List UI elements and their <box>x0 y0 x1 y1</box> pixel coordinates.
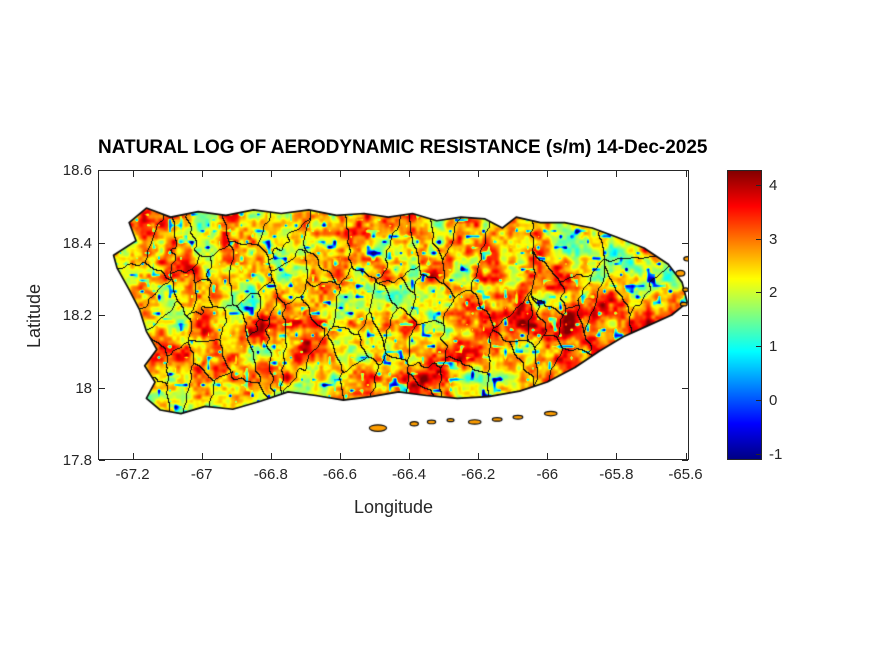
y-tick-label: 18.4 <box>62 234 92 252</box>
x-tick-label: -65.8 <box>599 466 634 483</box>
y-tick-mark <box>99 315 105 316</box>
chart-title: NATURAL LOG OF AERODYNAMIC RESISTANCE (s… <box>98 137 708 158</box>
x-tick-label: -65.6 <box>668 466 703 483</box>
y-tick-mark-right <box>682 460 688 461</box>
x-tick-mark-top <box>270 171 272 177</box>
x-tick-mark <box>339 453 341 459</box>
x-tick-mark <box>478 453 480 459</box>
puerto-rico-heatmap-canvas <box>98 170 689 460</box>
colorbar-tick-mark <box>756 453 761 455</box>
x-tick-label: -67.2 <box>115 466 150 483</box>
y-tick-label: 17.8 <box>62 452 92 469</box>
x-tick-mark <box>685 453 687 459</box>
x-tick-mark <box>616 453 618 459</box>
x-tick-label: -66.6 <box>322 466 358 483</box>
colorbar-tick-label: 4 <box>769 177 778 195</box>
x-tick-label: -66.4 <box>391 466 427 483</box>
y-tick-mark-right <box>682 242 688 244</box>
colorbar-tick-label: -1 <box>769 445 783 463</box>
x-tick-mark-top <box>478 171 480 177</box>
x-tick-mark <box>270 453 272 459</box>
x-tick-mark-top <box>201 171 203 177</box>
colorbar-tick-mark <box>756 292 761 294</box>
x-tick-label: -66.2 <box>461 466 496 483</box>
x-tick-mark <box>201 453 203 459</box>
colorbar-tick-label: 0 <box>769 391 778 409</box>
colorbar-tick-mark <box>756 238 761 240</box>
colorbar-tick-label: 2 <box>769 284 778 302</box>
x-tick-mark <box>409 453 411 459</box>
x-tick-label: -67 <box>190 466 213 483</box>
y-tick-label: 18.6 <box>62 162 92 179</box>
y-tick-mark-right <box>682 315 688 316</box>
x-tick-label: -66.8 <box>253 466 288 483</box>
x-tick-mark-top <box>616 171 618 177</box>
y-tick-mark-right <box>682 387 688 389</box>
y-tick-mark <box>99 242 105 244</box>
x-tick-mark-top <box>339 171 341 177</box>
y-tick-label: 18 <box>75 379 92 397</box>
y-tick-label: 18.2 <box>62 307 92 324</box>
colorbar-tick-mark <box>756 346 761 348</box>
x-tick-mark-top <box>685 171 687 177</box>
y-tick-mark <box>99 387 105 389</box>
y-tick-mark <box>99 460 105 461</box>
x-tick-mark-top <box>409 171 411 177</box>
y-axis-label: Latitude <box>24 283 44 349</box>
y-tick-mark-right <box>682 170 688 171</box>
x-axis-label: Longitude <box>353 497 434 517</box>
x-tick-mark-top <box>132 171 134 177</box>
colorbar-tick-mark <box>756 185 761 187</box>
y-tick-mark <box>99 170 105 171</box>
x-tick-mark <box>132 453 134 459</box>
colorbar-tick-label: 3 <box>769 230 778 248</box>
x-tick-label: -66 <box>536 466 559 483</box>
colorbar-tick-label: 1 <box>769 338 778 356</box>
x-tick-mark-top <box>547 171 549 177</box>
colorbar-tick-mark <box>756 399 761 401</box>
colorbar-gradient <box>727 170 762 460</box>
x-tick-mark <box>547 453 549 459</box>
